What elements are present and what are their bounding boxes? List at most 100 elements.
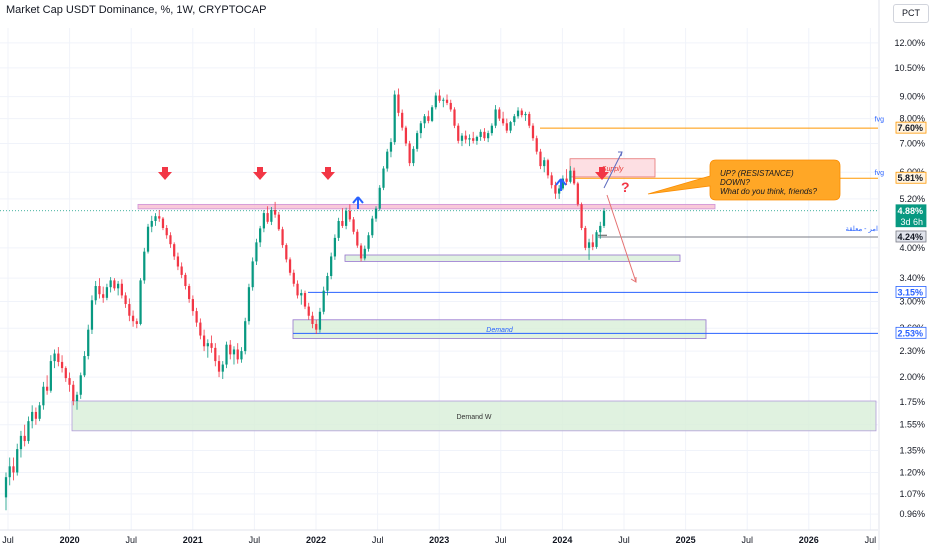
candle-body bbox=[281, 229, 284, 246]
candle-body bbox=[244, 321, 247, 352]
candle-body bbox=[487, 133, 490, 139]
x-tick-label: 2022 bbox=[306, 535, 326, 545]
zone-demand bbox=[292, 319, 707, 339]
candle-body bbox=[427, 116, 430, 121]
annotation-arrows: ? bbox=[158, 151, 637, 283]
candle-body bbox=[472, 138, 475, 141]
candle-body bbox=[528, 113, 531, 126]
candle-body bbox=[509, 122, 512, 131]
candle-body bbox=[367, 235, 370, 249]
candle-body bbox=[543, 160, 546, 167]
candle-body bbox=[356, 231, 359, 246]
candle-body bbox=[135, 321, 138, 324]
candle-body bbox=[34, 411, 38, 419]
candle-body bbox=[371, 218, 374, 236]
candle-body bbox=[341, 220, 344, 226]
candle-body bbox=[285, 245, 288, 260]
x-tick-label: Jul bbox=[865, 535, 877, 545]
candle-body bbox=[397, 94, 400, 113]
candle-body bbox=[251, 261, 254, 288]
candle-body bbox=[416, 133, 419, 149]
candle-body bbox=[303, 293, 307, 307]
callout-line: DOWN? bbox=[720, 178, 750, 187]
candle-body bbox=[210, 343, 213, 348]
candle-body bbox=[599, 225, 602, 233]
candle-body bbox=[535, 138, 538, 152]
up-arrow-icon bbox=[555, 178, 567, 191]
candle-body bbox=[546, 160, 550, 176]
candle-body bbox=[419, 123, 422, 134]
y-tick-label: 5.20% bbox=[899, 194, 925, 204]
candle-body bbox=[322, 290, 325, 312]
side-label: fvg bbox=[875, 170, 884, 177]
y-tick-label: 1.55% bbox=[899, 420, 925, 430]
x-tick-label: Jul bbox=[618, 535, 630, 545]
candle-body bbox=[434, 95, 437, 108]
candle-body bbox=[326, 275, 329, 291]
callout-line: What do you think, friends? bbox=[720, 187, 817, 196]
candle-body bbox=[19, 435, 23, 450]
candle-body bbox=[550, 175, 553, 186]
candle-body bbox=[225, 344, 228, 365]
down-arrow-icon bbox=[595, 167, 609, 180]
candle-body bbox=[105, 287, 109, 298]
scale-mode-button[interactable]: PCT bbox=[893, 4, 929, 23]
time-axis[interactable]: Jul 2020 Jul 2021 Jul 2022 Jul 2023 Jul 2024 Jul 20… bbox=[0, 529, 878, 545]
candle-body bbox=[404, 127, 408, 144]
candle-body bbox=[57, 353, 60, 362]
candle-body bbox=[513, 116, 516, 123]
candle-body bbox=[333, 237, 337, 257]
x-tick-label: 2020 bbox=[60, 535, 80, 545]
x-tick-label: Jul bbox=[249, 535, 261, 545]
candle-body bbox=[344, 210, 348, 226]
price-tag bbox=[895, 171, 927, 184]
candle-body bbox=[31, 411, 34, 422]
candle-body bbox=[139, 280, 142, 324]
candle-body bbox=[565, 178, 568, 182]
y-tick-label: 9.00% bbox=[899, 92, 925, 102]
candle-body bbox=[505, 123, 508, 131]
candle-body bbox=[236, 349, 239, 360]
candle-body bbox=[79, 375, 82, 395]
candle-body bbox=[423, 116, 426, 124]
price-tag-value: 4.24% bbox=[897, 232, 923, 242]
question-mark: ? bbox=[621, 179, 630, 195]
candle-body bbox=[87, 329, 90, 357]
candle-body bbox=[561, 178, 565, 189]
price-tag-value: 2.53% bbox=[897, 328, 923, 338]
candle-body bbox=[195, 311, 198, 323]
x-tick-label: Jul bbox=[741, 535, 753, 545]
x-tick-label: 2021 bbox=[183, 535, 203, 545]
candle-body bbox=[173, 244, 176, 257]
price-tag bbox=[895, 326, 927, 339]
candle-body bbox=[337, 220, 340, 238]
question-callout: UP? (RESISTANCE)DOWN?What do you think, … bbox=[647, 159, 841, 201]
price-tag-value: 5.81% bbox=[897, 173, 923, 183]
callout-bubble bbox=[647, 159, 841, 201]
candle-body bbox=[4, 477, 8, 498]
candle-body bbox=[113, 280, 116, 289]
candle-body bbox=[378, 187, 381, 209]
zone-demand-w bbox=[71, 400, 877, 432]
candle-body bbox=[479, 131, 482, 137]
candle-body bbox=[169, 235, 172, 245]
candle-body bbox=[273, 210, 277, 215]
candle-body bbox=[124, 295, 127, 305]
price-axis[interactable]: 12.00%10.50%9.00%8.00%7.00%6.00%5.20%4.0… bbox=[878, 0, 925, 550]
x-tick-label: Jul bbox=[125, 535, 137, 545]
candle-body bbox=[270, 210, 273, 222]
y-tick-label: 12.00% bbox=[894, 38, 925, 48]
y-tick-label: 1.75% bbox=[899, 397, 925, 407]
candle-body bbox=[109, 280, 112, 288]
candle-body bbox=[572, 170, 576, 184]
y-tick-label: 0.96% bbox=[899, 509, 925, 519]
candle-body bbox=[23, 435, 26, 442]
candle-body bbox=[98, 286, 101, 295]
candle-body bbox=[247, 287, 251, 322]
candle-body bbox=[483, 131, 486, 139]
candle-body bbox=[539, 151, 542, 167]
down-arrow-icon bbox=[321, 167, 335, 180]
candle-body bbox=[457, 125, 460, 141]
candle-body bbox=[90, 300, 94, 330]
